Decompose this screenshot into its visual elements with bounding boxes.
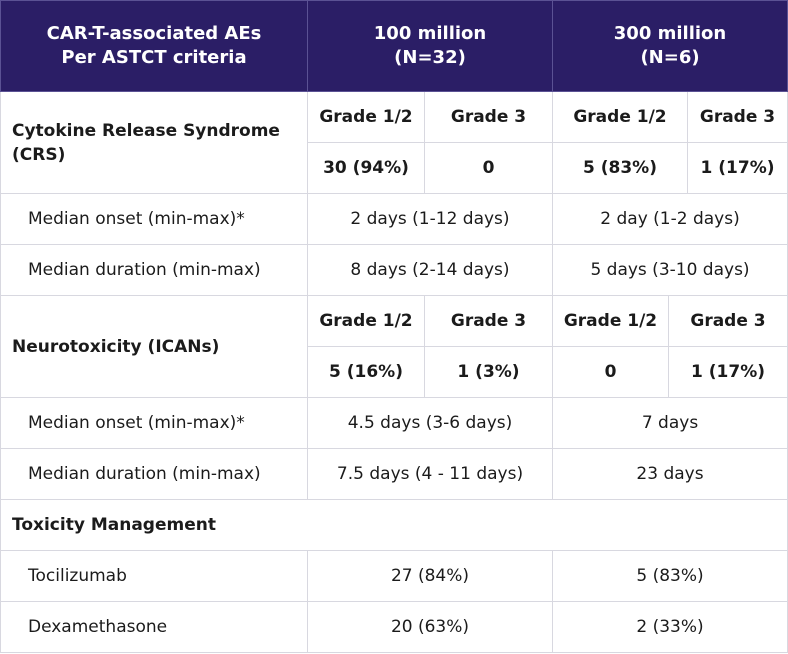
icans-value-row: 5 (16%) 1 (3%) 0 1 (17%) — [1, 346, 788, 398]
crs-value-100-g3: 0 — [424, 142, 553, 194]
icans-duration-label: Median duration (min-max) — [0, 448, 308, 500]
icans-grade-300-g12: Grade 1/2 — [552, 295, 669, 347]
icans-onset-label: Median onset (min-max)* — [0, 397, 308, 449]
crs-duration-label: Median duration (min-max) — [0, 244, 308, 296]
icans-grade-300-g3: Grade 3 — [667, 295, 788, 347]
header-300-line2: (N=6) — [640, 47, 700, 68]
crs-value-100-g12: 30 (94%) — [307, 142, 425, 194]
tocilizumab-100: 27 (84%) — [307, 550, 553, 602]
crs-duration-row: Median duration (min-max) 8 days (2-14 d… — [0, 244, 788, 296]
dexamethasone-300: 2 (33%) — [551, 601, 788, 653]
icans-onset-300: 7 days — [551, 397, 788, 449]
header-300-million: 300 million (N=6) — [551, 0, 788, 92]
crs-onset-label: Median onset (min-max)* — [0, 193, 308, 245]
crs-onset-100: 2 days (1-12 days) — [307, 193, 553, 245]
crs-grade-300-g12: Grade 1/2 — [552, 91, 688, 143]
icans-grade-row: Neurotoxicity (ICANs) Grade 1/2 Grade 3 … — [0, 295, 788, 398]
management-section-label: Toxicity Management — [0, 499, 788, 551]
icans-value-100-g3: 1 (3%) — [424, 346, 553, 398]
icans-value-100-g12: 5 (16%) — [307, 346, 425, 398]
dexamethasone-100: 20 (63%) — [307, 601, 553, 653]
crs-onset-row: Median onset (min-max)* 2 days (1-12 day… — [0, 193, 788, 245]
crs-grade-100-g3: Grade 3 — [424, 91, 553, 143]
crs-value-row: 30 (94%) 0 5 (83%) 1 (17%) — [1, 142, 788, 194]
crs-value-300-g3: 1 (17%) — [686, 142, 788, 194]
crs-grade-100-g12: Grade 1/2 — [307, 91, 425, 143]
header-300-line1: 300 million — [613, 23, 727, 44]
tocilizumab-label: Tocilizumab — [0, 550, 308, 602]
header-ae-criteria: CAR-T-associated AEs Per ASTCT criteria — [0, 0, 308, 92]
crs-duration-100: 8 days (2-14 days) — [307, 244, 553, 296]
dexamethasone-label: Dexamethasone — [0, 601, 308, 653]
header-ae-line1: CAR-T-associated AEs — [46, 23, 262, 44]
icans-grade-100-g12: Grade 1/2 — [307, 295, 425, 347]
icans-grade-100-g3: Grade 3 — [424, 295, 553, 347]
header-ae-line2: Per ASTCT criteria — [61, 47, 247, 68]
dexamethasone-row: Dexamethasone 20 (63%) 2 (33%) — [0, 601, 788, 653]
tocilizumab-300: 5 (83%) — [551, 550, 788, 602]
icans-value-300-g12: 0 — [552, 346, 669, 398]
crs-onset-300: 2 day (1-2 days) — [551, 193, 788, 245]
crs-grade-300-g3: Grade 3 — [686, 91, 788, 143]
header-row: CAR-T-associated AEs Per ASTCT criteria … — [0, 0, 788, 92]
tocilizumab-row: Tocilizumab 27 (84%) 5 (83%) — [0, 550, 788, 602]
icans-onset-100: 4.5 days (3-6 days) — [307, 397, 553, 449]
crs-duration-300: 5 days (3-10 days) — [551, 244, 788, 296]
crs-value-300-g12: 5 (83%) — [552, 142, 688, 194]
icans-duration-100: 7.5 days (4 - 11 days) — [307, 448, 553, 500]
management-header-row: Toxicity Management — [0, 499, 788, 551]
header-100-million: 100 million (N=32) — [307, 0, 553, 92]
header-100-line2: (N=32) — [394, 47, 466, 68]
crs-grade-row: Cytokine Release Syndrome (CRS) Grade 1/… — [0, 91, 788, 194]
icans-duration-row: Median duration (min-max) 7.5 days (4 - … — [0, 448, 788, 500]
header-100-line1: 100 million — [373, 23, 487, 44]
icans-onset-row: Median onset (min-max)* 4.5 days (3-6 da… — [0, 397, 788, 449]
crs-section-label: Cytokine Release Syndrome (CRS) — [0, 91, 308, 194]
icans-value-300-g3: 1 (17%) — [667, 346, 788, 398]
icans-section-label: Neurotoxicity (ICANs) — [0, 295, 308, 398]
icans-duration-300: 23 days — [551, 448, 788, 500]
